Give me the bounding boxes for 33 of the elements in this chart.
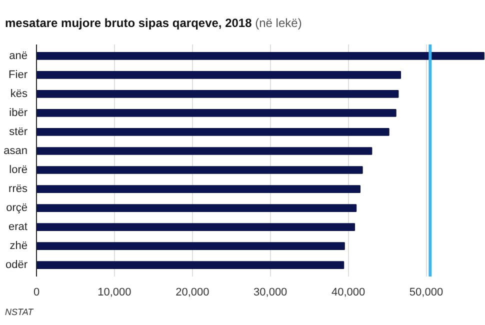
y-tick-label: asan — [4, 144, 28, 157]
bar — [36, 223, 356, 231]
bar — [36, 71, 402, 79]
x-tick-label: 40,000 — [331, 286, 366, 298]
y-tick-label: orçë — [6, 202, 28, 214]
text: NSTAT — [5, 307, 34, 317]
x-tick-label: 30,000 — [254, 286, 288, 298]
y-tick-label: lorë — [9, 164, 28, 176]
bar — [36, 128, 390, 136]
x-tick-label: 0 — [33, 286, 40, 298]
y-tick-label: anë — [9, 50, 28, 62]
bar — [36, 166, 363, 174]
y-tick-label: stër — [9, 126, 28, 138]
bar — [36, 261, 344, 270]
chart-subtitle: (në lekë) — [255, 16, 302, 30]
bar — [36, 204, 357, 212]
bar — [36, 90, 399, 98]
bar — [36, 52, 484, 60]
y-tick-label: ibër — [9, 106, 28, 119]
chart-title: mesatare mujore bruto sipas qarqeve, 2018 — [5, 16, 252, 30]
y-tick-label: rrës — [8, 183, 28, 196]
bar — [36, 147, 372, 155]
y-tick-label: odër — [5, 259, 28, 272]
x-tick-label: 20,000 — [176, 286, 210, 298]
bar — [36, 185, 360, 193]
x-tick-label: 10,000 — [98, 286, 132, 298]
y-tick-label: Fier — [8, 68, 28, 81]
y-tick-label: erat — [8, 221, 28, 234]
bar — [36, 109, 396, 117]
y-tick-label: kës — [10, 88, 28, 100]
y-tick-label: zhë — [10, 240, 28, 252]
x-tick-label: 50,000 — [409, 286, 444, 298]
bar — [36, 242, 345, 250]
